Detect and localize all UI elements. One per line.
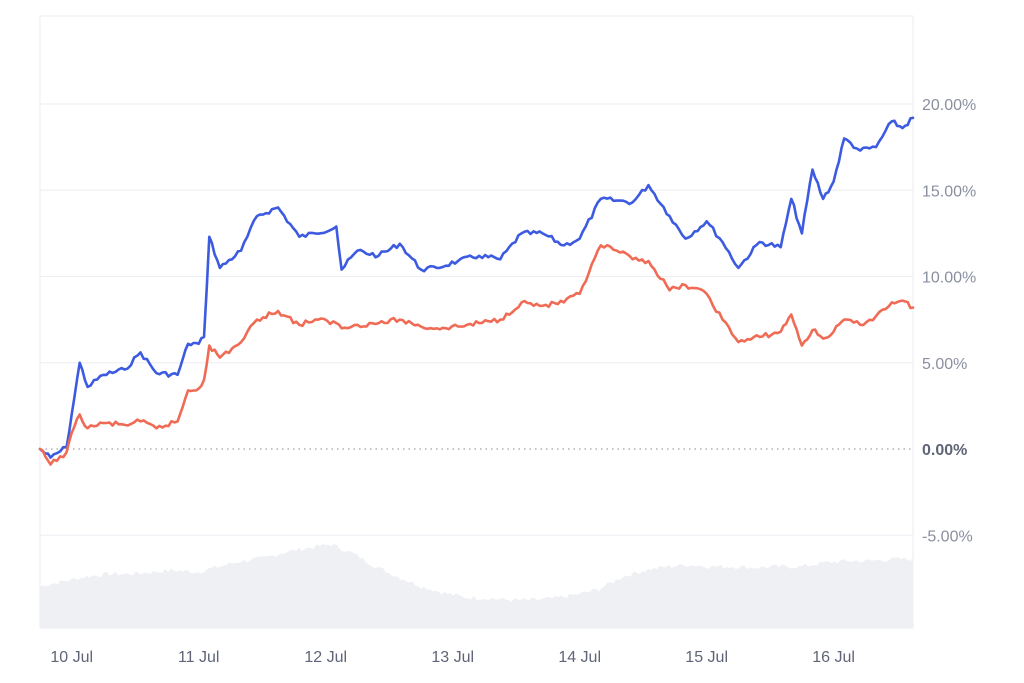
series-lines bbox=[38, 116, 915, 466]
y-tick-label: 10.00% bbox=[922, 270, 976, 287]
x-axis-ticks: 10 Jul 11 Jul 12 Jul 13 Jul 14 Jul 15 Jul 16 J… bbox=[50, 649, 855, 666]
x-tick-label: 10 Jul bbox=[50, 649, 93, 666]
volume-area bbox=[40, 544, 913, 628]
series-line-0 bbox=[38, 116, 915, 459]
y-axis-ticks: 20.00% 15.00% 10.00% 5.00% 0.00% -5.00% bbox=[922, 97, 976, 545]
y-tick-label: 0.00% bbox=[922, 442, 967, 459]
y-tick-label: -5.00% bbox=[922, 528, 973, 545]
y-tick-label: 5.00% bbox=[922, 356, 967, 373]
x-tick-label: 12 Jul bbox=[304, 649, 347, 666]
volume-area-path bbox=[40, 544, 913, 628]
series-line-1 bbox=[38, 243, 915, 466]
x-tick-label: 15 Jul bbox=[685, 649, 728, 666]
y-tick-label: 20.00% bbox=[922, 97, 976, 114]
x-tick-label: 13 Jul bbox=[431, 649, 474, 666]
x-tick-label: 16 Jul bbox=[812, 649, 855, 666]
y-tick-label: 15.00% bbox=[922, 183, 976, 200]
x-tick-label: 14 Jul bbox=[558, 649, 601, 666]
x-tick-label: 11 Jul bbox=[178, 649, 220, 666]
